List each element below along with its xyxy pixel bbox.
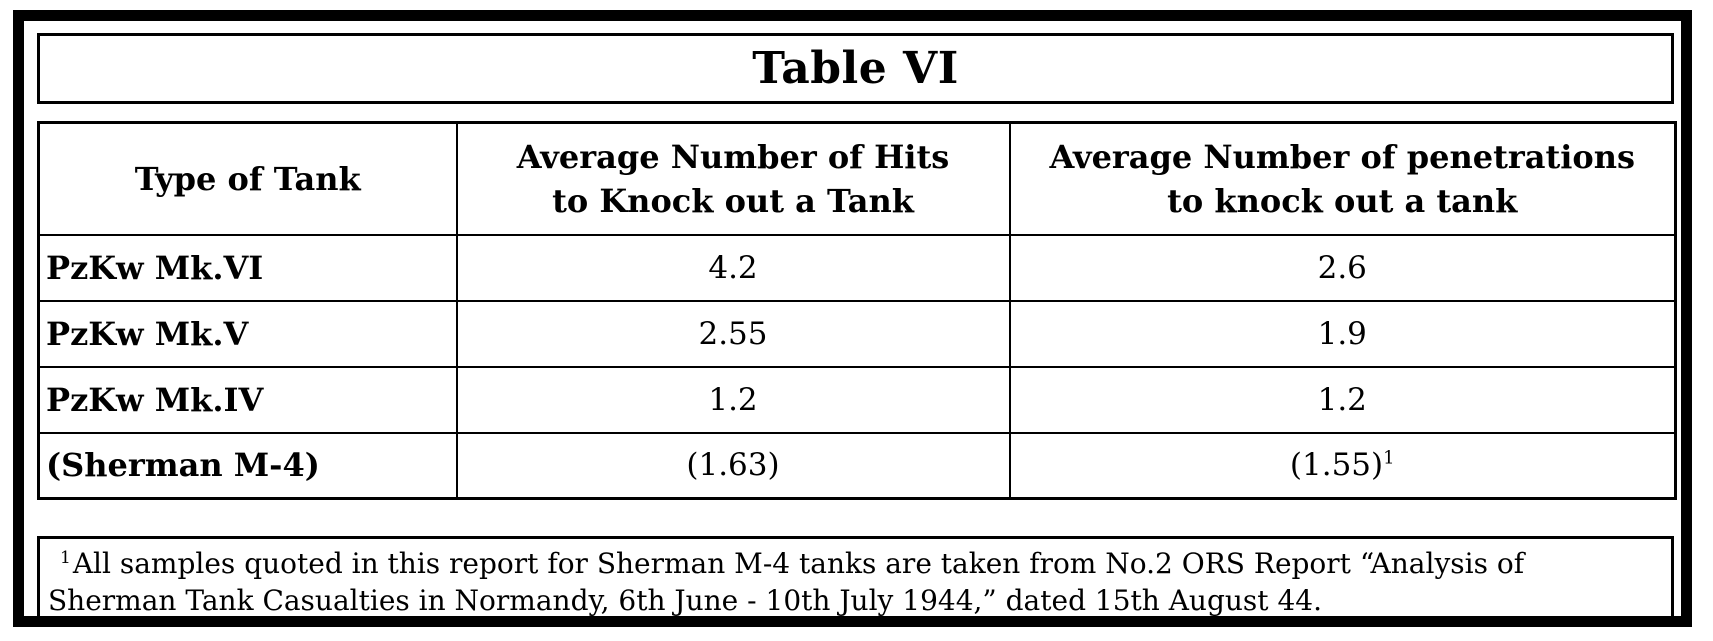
footnote-line-1: 1All samples quoted in this report for S… <box>48 545 1661 582</box>
penetrations-cell: 2.6 <box>1008 233 1677 302</box>
header-type-of-tank: Type of Tank <box>37 121 458 236</box>
table-frame: Table VI Type of Tank Average Number of … <box>13 10 1692 627</box>
table-row: PzKw Mk.VI 4.2 2.6 <box>37 233 1677 302</box>
header-pen-line-1: Average Number of penetrations <box>1049 137 1636 176</box>
penetrations-value: 1.2 <box>1317 381 1367 418</box>
penetrations-value: 2.6 <box>1317 249 1367 286</box>
header-hits-line-1: Average Number of Hits <box>516 137 950 176</box>
tank-type-cell: PzKw Mk.VI <box>37 233 458 302</box>
penetrations-cell: 1.9 <box>1008 299 1677 368</box>
header-pen-line-2: to knock out a tank <box>1167 181 1518 220</box>
penetrations-cell: (1.55)1 <box>1008 431 1677 500</box>
footnote-marker: 1 <box>60 547 71 568</box>
footnote-line-2: Sherman Tank Casualties in Normandy, 6th… <box>48 584 1322 617</box>
data-table: Type of Tank Average Number of Hits to K… <box>37 121 1677 500</box>
header-average-hits: Average Number of Hits to Knock out a Ta… <box>455 121 1011 236</box>
hits-cell: (1.63) <box>455 431 1011 500</box>
tank-type-cell: PzKw Mk.V <box>37 299 458 368</box>
table-title-box: Table VI <box>37 33 1674 104</box>
hits-cell: 1.2 <box>455 365 1011 434</box>
penetrations-value: 1.9 <box>1317 315 1367 352</box>
header-average-penetrations: Average Number of penetrations to knock … <box>1008 121 1677 236</box>
penetrations-cell: 1.2 <box>1008 365 1677 434</box>
hits-cell: 4.2 <box>455 233 1011 302</box>
footnote-text-1: All samples quoted in this report for Sh… <box>72 547 1525 580</box>
header-row: Type of Tank Average Number of Hits to K… <box>37 121 1677 236</box>
table-row: PzKw Mk.IV 1.2 1.2 <box>37 365 1677 434</box>
header-type-label: Type of Tank <box>134 159 361 198</box>
footnote-mark: 1 <box>1383 447 1395 469</box>
tank-type-cell: (Sherman M-4) <box>37 431 458 500</box>
table-row: PzKw Mk.V 2.55 1.9 <box>37 299 1677 368</box>
penetrations-value: (1.55) <box>1289 447 1384 484</box>
header-hits-line-2: to Knock out a Tank <box>552 181 914 220</box>
hits-cell: 2.55 <box>455 299 1011 368</box>
table-title: Table VI <box>752 43 959 94</box>
footnote-box: 1All samples quoted in this report for S… <box>37 536 1674 621</box>
table-row: (Sherman M-4) (1.63) (1.55)1 <box>37 431 1677 500</box>
tank-type-cell: PzKw Mk.IV <box>37 365 458 434</box>
